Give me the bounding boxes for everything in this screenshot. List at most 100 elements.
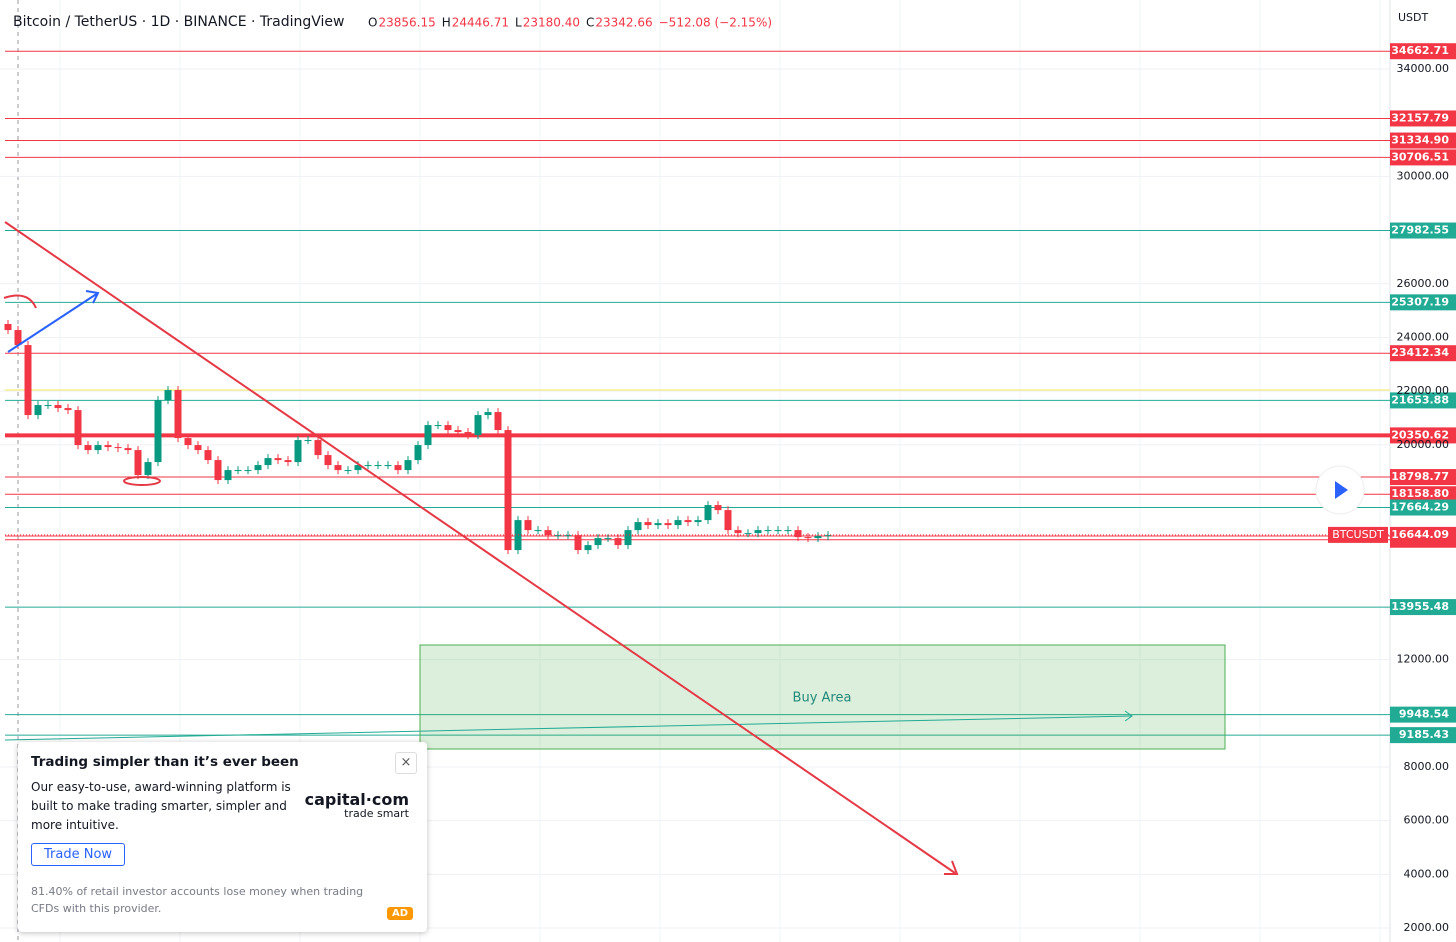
level-label: 25307.19 — [1391, 295, 1449, 308]
level-label: 18158.80 — [1391, 487, 1449, 500]
candle — [674, 520, 682, 526]
candle — [704, 505, 712, 521]
candle — [564, 535, 572, 537]
y-tick-label: 30000.00 — [1397, 169, 1450, 182]
trade-now-button[interactable]: Trade Now — [31, 843, 126, 866]
candle — [694, 520, 702, 523]
candle — [454, 430, 462, 433]
candle — [234, 470, 242, 472]
candle — [744, 533, 752, 535]
candle — [124, 448, 132, 451]
ohlc-key: L — [515, 16, 522, 30]
candle — [164, 390, 172, 401]
ad-tagline: trade smart — [344, 807, 409, 820]
candle — [594, 538, 602, 546]
level-badge — [1390, 727, 1456, 744]
candle — [334, 465, 342, 471]
candle — [654, 523, 662, 526]
candle — [384, 465, 392, 467]
candle — [794, 530, 802, 538]
candle — [34, 405, 42, 416]
candle — [324, 455, 332, 466]
trend-line — [4, 221, 956, 874]
candle — [224, 470, 232, 481]
candle — [634, 522, 642, 531]
arrow-head — [944, 860, 959, 875]
y-tick-label: 34000.00 — [1397, 62, 1450, 75]
symbol-badge — [1328, 526, 1388, 543]
candle — [284, 460, 292, 463]
candle — [664, 523, 672, 526]
level-label: 31334.90 — [1391, 134, 1449, 147]
candle — [644, 522, 652, 526]
candle — [754, 530, 762, 534]
level-label: 34662.71 — [1391, 44, 1449, 57]
ad-title: Trading simpler than it’s ever been — [31, 754, 299, 770]
close-button[interactable]: × — [395, 752, 417, 774]
level-label: 20350.62 — [1391, 428, 1449, 441]
arrow-head — [1124, 710, 1133, 722]
ohlc-value: 23856.15 — [378, 16, 435, 30]
y-tick-label: 20000.00 — [1397, 438, 1450, 451]
candle — [604, 538, 612, 540]
candle — [354, 465, 362, 471]
candle — [374, 465, 382, 467]
candle — [74, 410, 82, 446]
level-label: 32157.79 — [1391, 111, 1449, 124]
blue-arrow — [7, 292, 99, 353]
annotation — [3, 294, 37, 309]
candle — [724, 510, 732, 531]
level-badge — [1390, 294, 1456, 311]
ohlc-value: 23180.40 — [523, 16, 580, 30]
candle — [194, 445, 202, 451]
level-label: 30706.51 — [1391, 150, 1449, 163]
candle — [814, 536, 822, 539]
ohlc-key: O — [368, 16, 377, 30]
ohlc-change: −512.08 (−2.15%) — [659, 16, 772, 30]
candle — [424, 425, 432, 446]
y-tick-label: 6000.00 — [1404, 814, 1450, 827]
level-badge — [1390, 110, 1456, 127]
level-badge — [1390, 43, 1456, 60]
candle — [94, 445, 102, 451]
candle — [504, 430, 512, 551]
level-label: 17664.29 — [1391, 501, 1449, 514]
symbol-title: Bitcoin / TetherUS · 1D · BINANCE · Trad… — [13, 14, 344, 30]
candle — [204, 450, 212, 461]
ad-body: Our easy-to-use, award-winning platform … — [31, 780, 291, 832]
ohlc-value: 24446.71 — [452, 16, 509, 30]
candle — [54, 405, 62, 409]
y-tick-label: 26000.00 — [1397, 277, 1450, 290]
y-tick-label: 12000.00 — [1397, 653, 1450, 666]
ad-disclaimer: 81.40% of retail investor accounts lose … — [31, 885, 364, 915]
y-tick-label: 2000.00 — [1404, 921, 1450, 934]
y-tick-label: 24000.00 — [1397, 330, 1450, 343]
candle — [734, 530, 742, 534]
candle — [544, 530, 552, 536]
ad-badge: AD — [386, 907, 413, 920]
level-label: 23412.34 — [1391, 346, 1449, 359]
level-label: 9185.43 — [1399, 728, 1449, 741]
candle — [474, 415, 482, 436]
level-badge — [1390, 486, 1456, 503]
candle — [154, 400, 162, 463]
level-label: 27982.55 — [1391, 224, 1449, 237]
candle — [214, 460, 222, 481]
candle — [444, 425, 452, 431]
candle — [434, 425, 442, 427]
candle — [44, 405, 52, 407]
candle — [24, 345, 32, 416]
symbol-label: BTCUSDT — [1332, 528, 1384, 541]
level-label: 9948.54 — [1399, 708, 1449, 721]
candle — [244, 470, 252, 472]
level-label: 18798.77 — [1391, 470, 1449, 483]
level-badge — [1390, 526, 1456, 543]
level-label: 21653.88 — [1391, 393, 1449, 406]
candle — [84, 445, 92, 451]
level-badge — [1390, 427, 1456, 444]
candle — [614, 538, 622, 546]
level-badge — [1390, 222, 1456, 239]
candle — [364, 465, 372, 467]
